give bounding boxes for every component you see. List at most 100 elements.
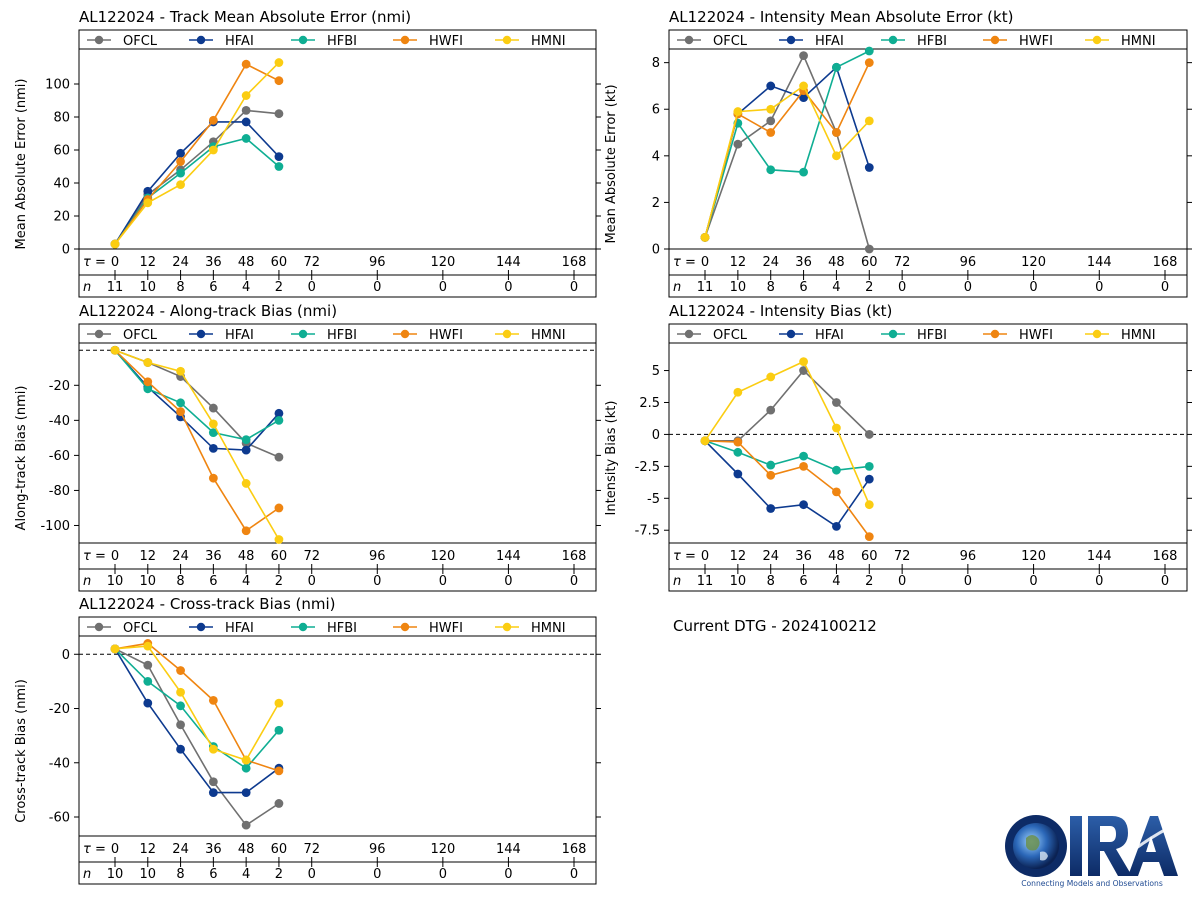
- n-count-label: 4: [832, 574, 840, 589]
- data-point-hfbi: [241, 435, 251, 445]
- tau-label: τ =: [673, 549, 696, 564]
- chart-title: AL122024 - Cross-track Bias (nmi): [79, 595, 336, 613]
- legend-marker-hfbi: [298, 35, 308, 45]
- tau-tick-label: 0: [111, 255, 119, 270]
- data-point-ofcl: [274, 452, 284, 462]
- legend-marker-hfai: [196, 329, 206, 339]
- data-point-hwfi: [766, 128, 776, 137]
- n-count-label: 2: [865, 574, 873, 589]
- data-point-hmni: [143, 358, 153, 367]
- data-point-hfbi: [241, 134, 251, 143]
- n-count-label: 0: [308, 574, 316, 589]
- data-point-hmni: [832, 423, 841, 433]
- data-point-hfbi: [176, 701, 185, 711]
- n-count-label: 0: [1161, 574, 1169, 589]
- legend-label-hmni: HMNI: [531, 328, 566, 343]
- data-point-ofcl: [143, 660, 153, 670]
- legend-label-hfbi: HFBI: [327, 621, 357, 636]
- data-point-hwfi: [241, 526, 251, 536]
- logo-letter-a: [1128, 816, 1178, 876]
- y-tick-label: 80: [53, 111, 70, 126]
- legend-marker-hmni: [502, 622, 512, 632]
- data-point-hmni: [176, 180, 185, 190]
- chart-frame: [78, 616, 597, 885]
- tau-tick-label: 72: [303, 842, 320, 857]
- data-point-ofcl: [274, 109, 284, 119]
- n-count-label: 8: [176, 867, 184, 882]
- series-line-ofcl: [114, 109, 279, 245]
- data-point-hmni: [274, 58, 284, 67]
- n-count-label: 0: [964, 280, 972, 295]
- y-tick-label: 6: [652, 103, 660, 118]
- legend-marker-ofcl: [94, 35, 104, 45]
- data-point-hfbi: [864, 461, 874, 471]
- tau-tick-label: 96: [960, 255, 977, 270]
- y-tick-label: -80: [49, 484, 70, 499]
- series-line-hmni: [704, 360, 871, 506]
- legend-label-ofcl: OFCL: [123, 621, 158, 636]
- y-tick-label: -2.5: [635, 460, 660, 475]
- data-point-hmni: [832, 151, 841, 161]
- data-point-hfai: [274, 152, 284, 162]
- n-count-label: 6: [209, 280, 217, 295]
- data-point-hfai: [733, 469, 743, 479]
- data-point-hwfi: [176, 666, 185, 675]
- dtg-label: Current DTG - 2024100212: [673, 617, 877, 635]
- y-axis-label: Intensity Bias (kt): [604, 401, 619, 516]
- series-line-hwfi: [114, 63, 280, 245]
- data-point-ofcl: [799, 51, 808, 61]
- data-point-hfbi: [274, 415, 284, 425]
- n-label: n: [673, 574, 681, 589]
- tau-tick-label: 12: [140, 842, 157, 857]
- legend-marker-hwfi: [990, 329, 1000, 339]
- tau-tick-label: 48: [238, 549, 255, 564]
- data-point-hfbi: [733, 447, 743, 457]
- data-point-hwfi: [208, 473, 218, 483]
- legend-label-ofcl: OFCL: [123, 34, 158, 49]
- data-point-hmni: [241, 479, 251, 488]
- tau-tick-label: 0: [111, 549, 119, 564]
- series-line-hfbi: [114, 349, 280, 441]
- n-count-label: 0: [898, 574, 906, 589]
- data-point-hwfi: [832, 487, 841, 497]
- n-count-label: 10: [140, 574, 157, 589]
- n-count-label: 10: [140, 867, 157, 882]
- tau-tick-label: 48: [238, 255, 255, 270]
- y-tick-label: 100: [45, 78, 70, 93]
- data-point-hwfi: [799, 461, 808, 471]
- n-count-label: 2: [275, 574, 283, 589]
- data-point-hmni: [864, 116, 874, 126]
- tau-tick-label: 36: [205, 549, 222, 564]
- chart-int_bias: AL122024 - Intensity Bias (kt) OFCL HFAI HF…: [604, 302, 1192, 592]
- data-point-hfai: [176, 744, 185, 754]
- n-count-label: 0: [504, 280, 512, 295]
- series-line-hfbi: [704, 50, 870, 238]
- data-point-hwfi: [864, 58, 874, 68]
- y-tick-label: 60: [53, 144, 70, 159]
- series-line-hmni: [114, 645, 280, 762]
- tau-tick-label: 24: [762, 255, 779, 270]
- data-point-hmni: [733, 107, 743, 116]
- y-tick-label: -40: [49, 414, 70, 429]
- n-count-label: 0: [1029, 280, 1037, 295]
- series-line-hmni: [704, 84, 870, 238]
- y-tick-label: 0: [652, 428, 660, 443]
- tau-tick-label: 36: [795, 549, 812, 564]
- tau-tick-label: 48: [828, 255, 845, 270]
- tau-label: τ =: [673, 255, 696, 270]
- tau-tick-label: 144: [1087, 549, 1112, 564]
- legend-label-hfbi: HFBI: [327, 328, 357, 343]
- tau-tick-label: 120: [430, 255, 455, 270]
- tau-tick-label: 36: [205, 842, 222, 857]
- n-count-label: 4: [242, 574, 250, 589]
- tau-tick-label: 36: [205, 255, 222, 270]
- legend-label-hwfi: HWFI: [429, 328, 463, 343]
- chart-track_mae: AL122024 - Track Mean Absolute Error (nm…: [14, 8, 601, 298]
- logo-letter-r: [1088, 816, 1132, 876]
- tau-tick-label: 72: [894, 549, 911, 564]
- y-tick-label: -100: [40, 519, 70, 534]
- data-point-hfbi: [208, 428, 218, 438]
- series-line-ofcl: [705, 369, 870, 442]
- series-line-hwfi: [704, 440, 870, 538]
- legend-label-hwfi: HWFI: [1019, 34, 1053, 49]
